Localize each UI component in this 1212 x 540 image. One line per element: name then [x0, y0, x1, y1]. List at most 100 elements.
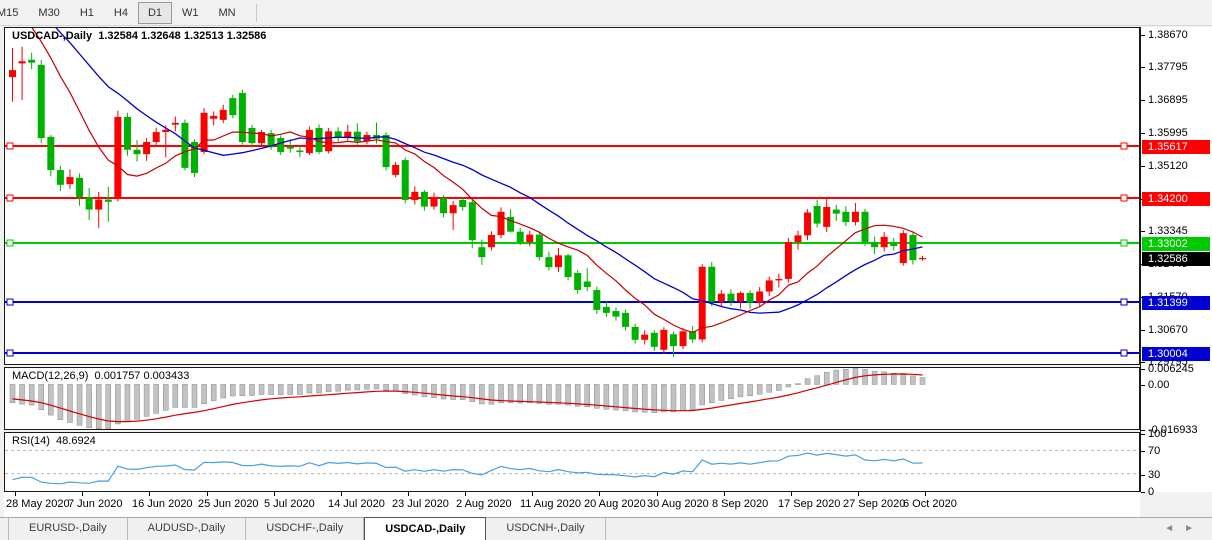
time-axis-tick: [149, 492, 150, 496]
rsi-line: [12, 452, 923, 485]
date-label: 14 Jul 2020: [328, 498, 385, 510]
macd-bar: [134, 384, 140, 420]
rsi-panel[interactable]: RSI(14) 48.6924: [4, 432, 1140, 492]
macd-bar: [373, 384, 380, 390]
level-badge-1.33002: 1.33002: [1142, 237, 1210, 251]
macd-bar: [766, 384, 772, 393]
level-handle: [6, 298, 14, 306]
timeframe-button-h1[interactable]: H1: [79, 7, 94, 19]
macd-bar: [345, 384, 351, 391]
macd-signal-line: [12, 373, 923, 423]
macd-bar: [852, 368, 859, 385]
time-axis-tick: [341, 492, 342, 496]
macd-bar: [287, 384, 294, 395]
macd-bar: [776, 384, 782, 391]
macd-bar: [297, 384, 303, 395]
tab-scroll-right-icon[interactable]: ►: [1184, 523, 1204, 534]
tab-usdcnh[interactable]: USDCNH-,Daily: [486, 518, 606, 540]
tab-scroll-arrows[interactable]: ◄►: [1164, 523, 1204, 534]
macd-bar: [182, 384, 188, 408]
axis-tick: [1141, 100, 1145, 101]
tab-scroll-left-icon[interactable]: ◄: [1164, 523, 1185, 534]
tab-usdchf[interactable]: USDCHF-,Daily: [246, 518, 365, 540]
macd-bar: [718, 384, 725, 401]
time-axis-tick: [274, 492, 275, 496]
level-badge-1.35617: 1.35617: [1142, 140, 1210, 154]
macd-bar: [785, 384, 792, 388]
axis-tick: [1141, 492, 1145, 493]
axis-tick: [1141, 385, 1145, 386]
axis-tick: [1141, 67, 1145, 68]
macd-bar: [38, 384, 44, 411]
macd-bar: [632, 384, 638, 413]
date-label: 8 Sep 2020: [712, 498, 769, 510]
macd-bar: [412, 384, 418, 396]
chart-ohlc-values: 1.32584 1.32648 1.32513 1.32586: [98, 30, 267, 42]
timeframe-button-h4[interactable]: H4: [113, 7, 128, 19]
macd-bar: [517, 384, 523, 404]
macd-bar: [919, 377, 926, 385]
price-axis-label: 1.33345: [1148, 225, 1188, 237]
tab-stub: [0, 518, 9, 540]
date-label: 27 Sep 2020: [843, 498, 906, 510]
macd-bar: [249, 384, 255, 396]
macd-bar: [747, 384, 753, 397]
timeframe-button-d1[interactable]: D1: [137, 2, 172, 24]
timeframe-button-m30[interactable]: M30: [38, 7, 60, 19]
macd-bar: [421, 384, 428, 398]
timeframe-button-w1[interactable]: W1: [182, 7, 199, 19]
axis-tick: [1141, 434, 1145, 435]
chart-symbol-label: USDCAD-,Daily: [12, 30, 93, 42]
macd-panel[interactable]: MACD(12,26,9) 0.001757 0.003433: [4, 367, 1140, 430]
level-handle: [1120, 239, 1128, 247]
timeframe-button-m15[interactable]: M15: [0, 7, 19, 19]
macd-bar: [565, 384, 571, 406]
main-chart-panel[interactable]: USDCAD-,Daily 1.32584 1.32648 1.32513 1.…: [4, 27, 1140, 365]
macd-bar: [871, 370, 878, 385]
date-label: 28 May 2020: [6, 498, 70, 510]
macd-bar: [95, 384, 102, 429]
macd-bar: [364, 384, 370, 390]
timeframe-button-mn[interactable]: MN: [218, 7, 236, 19]
macd-bar: [823, 371, 830, 385]
time-axis-tick: [925, 492, 926, 496]
macd-bar: [689, 384, 696, 411]
tab-eurusd[interactable]: EURUSD-,Daily: [9, 518, 128, 540]
axis-tick: [1141, 369, 1145, 370]
level-handle: [1120, 194, 1128, 202]
macd-bar: [756, 384, 763, 395]
date-label: 7 Jun 2020: [68, 498, 123, 510]
macd-bar: [210, 384, 217, 402]
level-handle: [1120, 298, 1128, 306]
price-axis-label: 0.006245: [1148, 363, 1194, 375]
axis-tick: [1141, 475, 1145, 476]
macd-bar: [507, 384, 514, 404]
level-line-1.31399: [5, 301, 1139, 303]
date-label: 16 Jun 2020: [132, 498, 193, 510]
macd-bar: [594, 384, 600, 409]
macd-bar: [613, 384, 619, 411]
price-axis-label: 100: [1148, 428, 1167, 440]
macd-bar: [488, 384, 495, 405]
time-axis-tick: [82, 492, 83, 496]
tab-usdcad[interactable]: USDCAD-,Daily: [364, 517, 487, 540]
level-handle: [6, 142, 14, 150]
toolbar-separator: [255, 4, 257, 22]
macd-bar: [143, 384, 150, 417]
macd-bar: [804, 378, 811, 385]
macd-bar: [574, 384, 581, 407]
time-axis[interactable]: 28 May 2020 7 Jun 2020 16 Jun 2020 25 Jun 2…: [4, 492, 1140, 517]
macd-bar: [57, 384, 64, 420]
level-handle: [1120, 349, 1128, 357]
macd-bar: [335, 384, 341, 392]
candles: [9, 46, 926, 358]
macd-bar: [153, 384, 159, 414]
candlestick-chart: [5, 28, 1139, 358]
macd-bar: [450, 384, 456, 400]
price-axis[interactable]: 1.38670 1.37795 1.36895 1.35995 1.35120 1.342…: [1140, 27, 1212, 498]
macd-bar: [709, 384, 715, 404]
macd-bar: [527, 384, 533, 403]
time-axis-tick: [724, 492, 725, 496]
tab-audusd[interactable]: AUDUSD-,Daily: [128, 518, 247, 540]
time-axis-tick: [465, 492, 466, 496]
